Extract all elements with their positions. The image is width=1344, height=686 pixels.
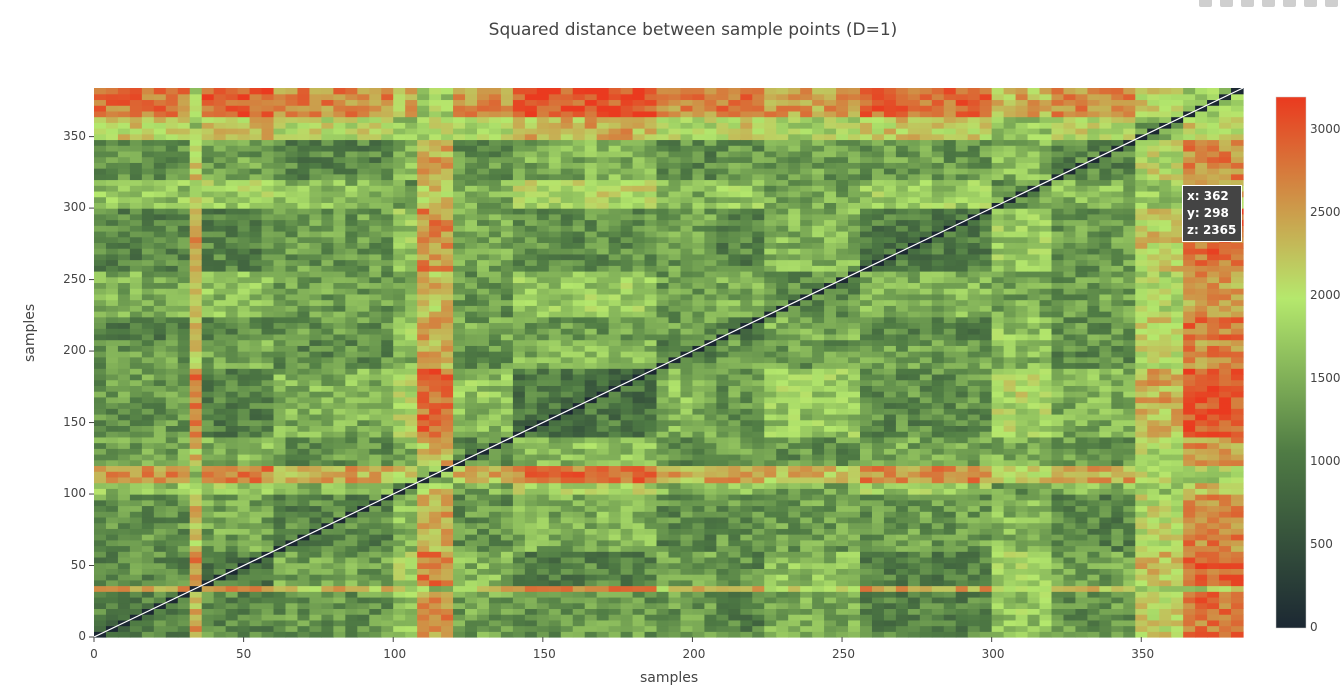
x-tick-label: 300 <box>982 647 1002 661</box>
y-tick-label: 50 <box>50 558 86 572</box>
y-tick-label: 350 <box>50 129 86 143</box>
colorbar-tick-label: 2000 <box>1310 288 1341 302</box>
colorbar <box>1276 97 1306 628</box>
y-tick-label: 100 <box>50 486 86 500</box>
hover-y: y: 298 <box>1187 205 1237 222</box>
y-tick-label: 0 <box>50 629 86 643</box>
y-tick-label: 300 <box>50 200 86 214</box>
y-axis-title: samples <box>22 304 38 362</box>
x-tick-label: 350 <box>1131 647 1151 661</box>
x-tick-label: 50 <box>234 647 254 661</box>
colorbar-tick-label: 1000 <box>1310 454 1341 468</box>
x-tick-label: 0 <box>84 647 104 661</box>
colorbar-tick-label: 1500 <box>1310 371 1341 385</box>
colorbar-tick-label: 3000 <box>1310 122 1341 136</box>
colorbar-tick-label: 2500 <box>1310 205 1341 219</box>
colorbar-tick-label: 500 <box>1310 537 1333 551</box>
hover-z: z: 2365 <box>1187 222 1237 239</box>
x-axis-title: samples <box>640 670 698 686</box>
y-tick-label: 200 <box>50 343 86 357</box>
y-tick-label: 150 <box>50 415 86 429</box>
x-tick-label: 100 <box>383 647 403 661</box>
x-tick-label: 250 <box>832 647 852 661</box>
colorbar-tick-label: 0 <box>1310 620 1318 634</box>
hover-tooltip: x: 362 y: 298 z: 2365 <box>1182 185 1242 242</box>
hover-x: x: 362 <box>1187 188 1237 205</box>
x-tick-label: 150 <box>533 647 553 661</box>
y-tick-label: 250 <box>50 272 86 286</box>
x-tick-label: 200 <box>682 647 702 661</box>
